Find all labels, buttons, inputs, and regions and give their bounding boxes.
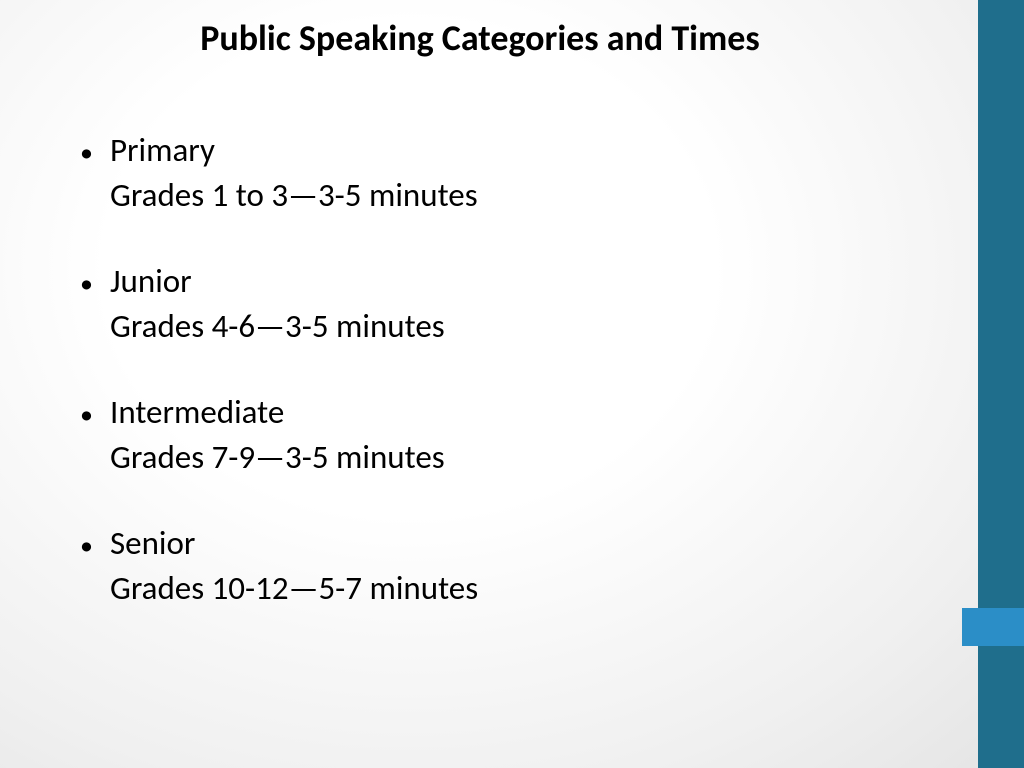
bullet-icon: • bbox=[80, 266, 110, 301]
bullet-icon: • bbox=[80, 528, 110, 563]
category-item: • Primary Grades 1 to 3—3-5 minutes bbox=[80, 128, 880, 217]
category-name: Primary bbox=[110, 128, 215, 173]
bullet-row: • Primary bbox=[80, 128, 880, 173]
category-item: • Intermediate Grades 7-9—3-5 minutes bbox=[80, 390, 880, 479]
category-name: Senior bbox=[110, 521, 195, 566]
bullet-icon: • bbox=[80, 397, 110, 432]
category-detail: Grades 1 to 3—3-5 minutes bbox=[80, 173, 880, 218]
sidebar-dark-stripe bbox=[978, 0, 1024, 768]
content-area: • Primary Grades 1 to 3—3-5 minutes • Ju… bbox=[80, 128, 880, 610]
slide-title: Public Speaking Categories and Times bbox=[0, 16, 960, 60]
category-detail: Grades 4-6—3-5 minutes bbox=[80, 304, 880, 349]
category-item: • Junior Grades 4-6—3-5 minutes bbox=[80, 259, 880, 348]
slide: Public Speaking Categories and Times • P… bbox=[0, 0, 1024, 768]
category-item: • Senior Grades 10-12—5-7 minutes bbox=[80, 521, 880, 610]
category-detail: Grades 7-9—3-5 minutes bbox=[80, 435, 880, 480]
category-name: Intermediate bbox=[110, 390, 284, 435]
sidebar-accent-block bbox=[962, 608, 1024, 646]
category-name: Junior bbox=[110, 259, 192, 304]
bullet-row: • Senior bbox=[80, 521, 880, 566]
bullet-icon: • bbox=[80, 135, 110, 170]
category-detail: Grades 10-12—5-7 minutes bbox=[80, 566, 880, 611]
bullet-row: • Intermediate bbox=[80, 390, 880, 435]
bullet-row: • Junior bbox=[80, 259, 880, 304]
